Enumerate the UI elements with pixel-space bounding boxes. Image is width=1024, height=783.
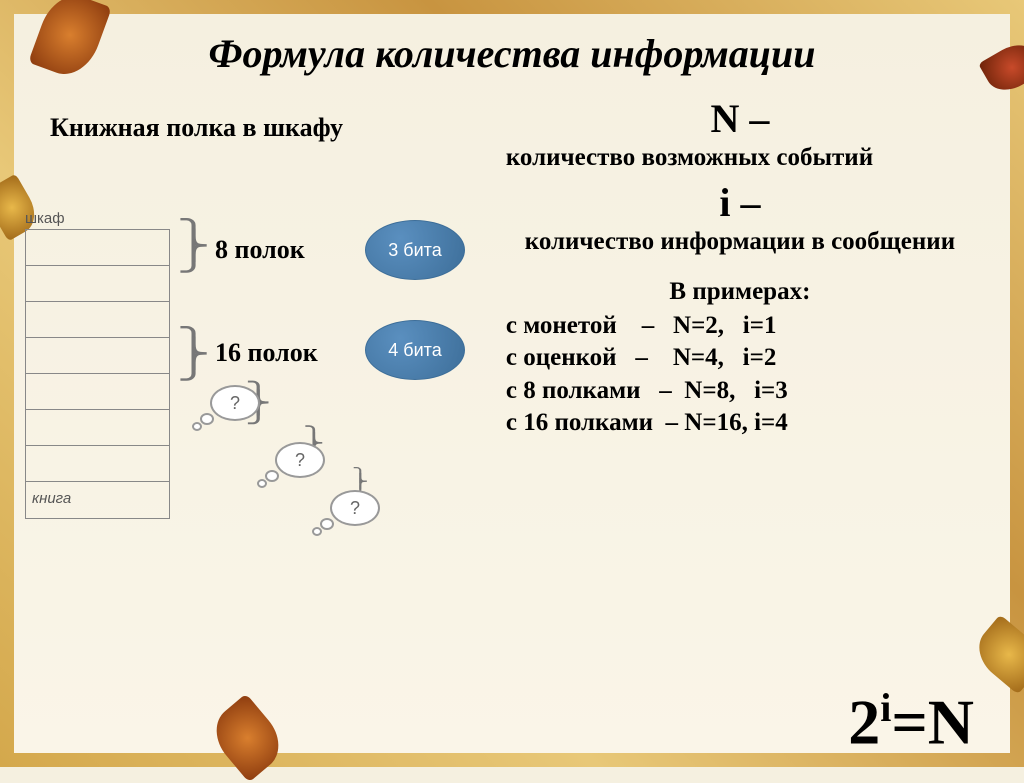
brace-icon: ⎫⎬⎭ (177, 232, 211, 266)
left-subtitle: Книжная полка в шкафу (50, 113, 496, 143)
example-row: с 16 полками – N=16, i=4 (506, 407, 974, 440)
shelf-cell (26, 338, 169, 374)
thought-bubble: ? (330, 490, 380, 526)
shelf-cell (26, 446, 169, 482)
thought-bubble: ? (275, 442, 325, 478)
examples-head: В примерах: (506, 278, 974, 306)
shelf-grid: книга (25, 229, 170, 519)
var-i: i – (506, 179, 974, 226)
var-n: N – (506, 95, 974, 142)
formula: 2i=N (848, 684, 974, 759)
formula-rhs: =N (891, 686, 974, 757)
formula-exp: i (880, 685, 891, 730)
shelf-8-label: 8 полок (215, 235, 305, 265)
formula-base: 2 (848, 686, 880, 757)
shelf-cell (26, 230, 169, 266)
shelf-cell (26, 374, 169, 410)
badge-3bit: 3 бита (365, 220, 465, 280)
shelf-cell (26, 410, 169, 446)
badge-4bit: 4 бита (365, 320, 465, 380)
def-i: количество информации в сообщении (506, 226, 974, 257)
shelf-16-label: 16 полок (215, 338, 318, 368)
shelf-cell: книга (26, 482, 169, 518)
example-row: с монетой – N=2, i=1 (506, 310, 974, 343)
thought-bubble: ? (210, 385, 260, 421)
brace-icon: ⎫⎬⎭ (177, 340, 211, 374)
example-row: с оценкой – N=4, i=2 (506, 342, 974, 375)
example-row: с 8 полками – N=8, i=3 (506, 375, 974, 408)
shelf-cell (26, 302, 169, 338)
def-n: количество возможных событий (506, 142, 974, 173)
shelf-diagram: шкаф книга 8 полок 16 полок 3 бита 4 бит… (25, 210, 495, 630)
slide-title: Формула количества информации (50, 30, 974, 77)
shelf-cell (26, 266, 169, 302)
book-label: книга (26, 482, 169, 515)
